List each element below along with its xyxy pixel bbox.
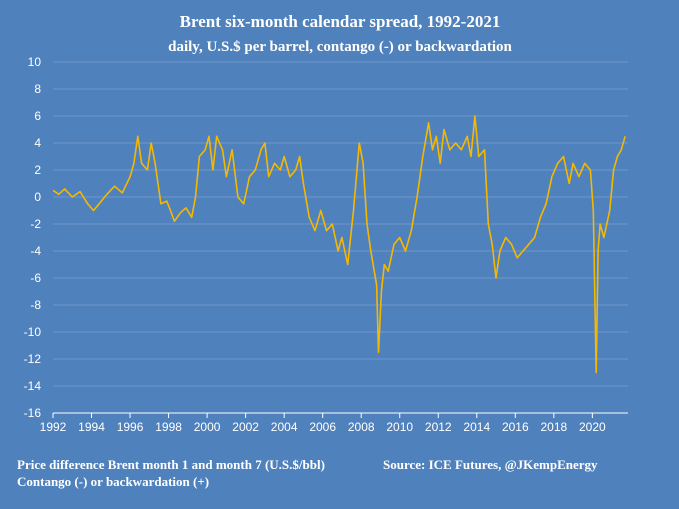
chart-title: Brent six-month calendar spread, 1992-20…: [180, 12, 501, 31]
x-tick-label: 2006: [309, 420, 336, 434]
footer-note-line2: Contango (-) or backwardation (+): [17, 474, 209, 489]
y-tick-label: -6: [30, 271, 41, 285]
y-tick-label: -10: [24, 325, 42, 339]
y-tick-label: 10: [28, 55, 42, 69]
series-line: [52, 115, 626, 374]
y-tick-label: 4: [34, 136, 41, 150]
y-tick-label: -12: [24, 352, 42, 366]
footer-note-line1: Price difference Brent month 1 and month…: [17, 457, 325, 472]
x-tick-label: 1992: [40, 420, 67, 434]
y-tick-label: 0: [34, 190, 41, 204]
x-tick-label: 2004: [271, 420, 298, 434]
chart-subtitle: daily, U.S.$ per barrel, contango (-) or…: [168, 39, 512, 55]
x-tick-label: 2016: [502, 420, 529, 434]
x-tick-label: 2012: [425, 420, 452, 434]
x-tick-label: 1996: [117, 420, 144, 434]
y-tick-label: 6: [34, 109, 41, 123]
series-group: [52, 115, 626, 374]
x-tick-label: 2010: [386, 420, 413, 434]
y-tick-label: -4: [30, 244, 41, 258]
x-axis-ticks: 1992 1994 1996 1998 2000 2002 2004 2006 2008 2010…: [40, 413, 606, 434]
footer-source: Source: ICE Futures, @JKempEnergy: [383, 457, 598, 472]
x-tick-label: 2018: [540, 420, 567, 434]
y-tick-label: 2: [34, 163, 41, 177]
x-tick-label: 2000: [194, 420, 221, 434]
x-tick-label: 2002: [232, 420, 259, 434]
x-tick-label: 2014: [463, 420, 490, 434]
y-tick-label: -14: [24, 379, 42, 393]
x-tick-label: 1998: [155, 420, 182, 434]
y-tick-label: -8: [30, 298, 41, 312]
x-tick-label: 2008: [348, 420, 375, 434]
y-tick-label: -16: [24, 406, 42, 420]
y-tick-label: -2: [30, 217, 41, 231]
y-axis-ticks: 10 8 6 4 2 0 -2 -4 -6 -8 -10 -12 -14 -16: [24, 55, 42, 420]
x-tick-label: 2020: [579, 420, 606, 434]
x-tick-label: 1994: [78, 420, 105, 434]
grid-lines: [53, 61, 628, 387]
y-tick-label: 8: [34, 82, 41, 96]
